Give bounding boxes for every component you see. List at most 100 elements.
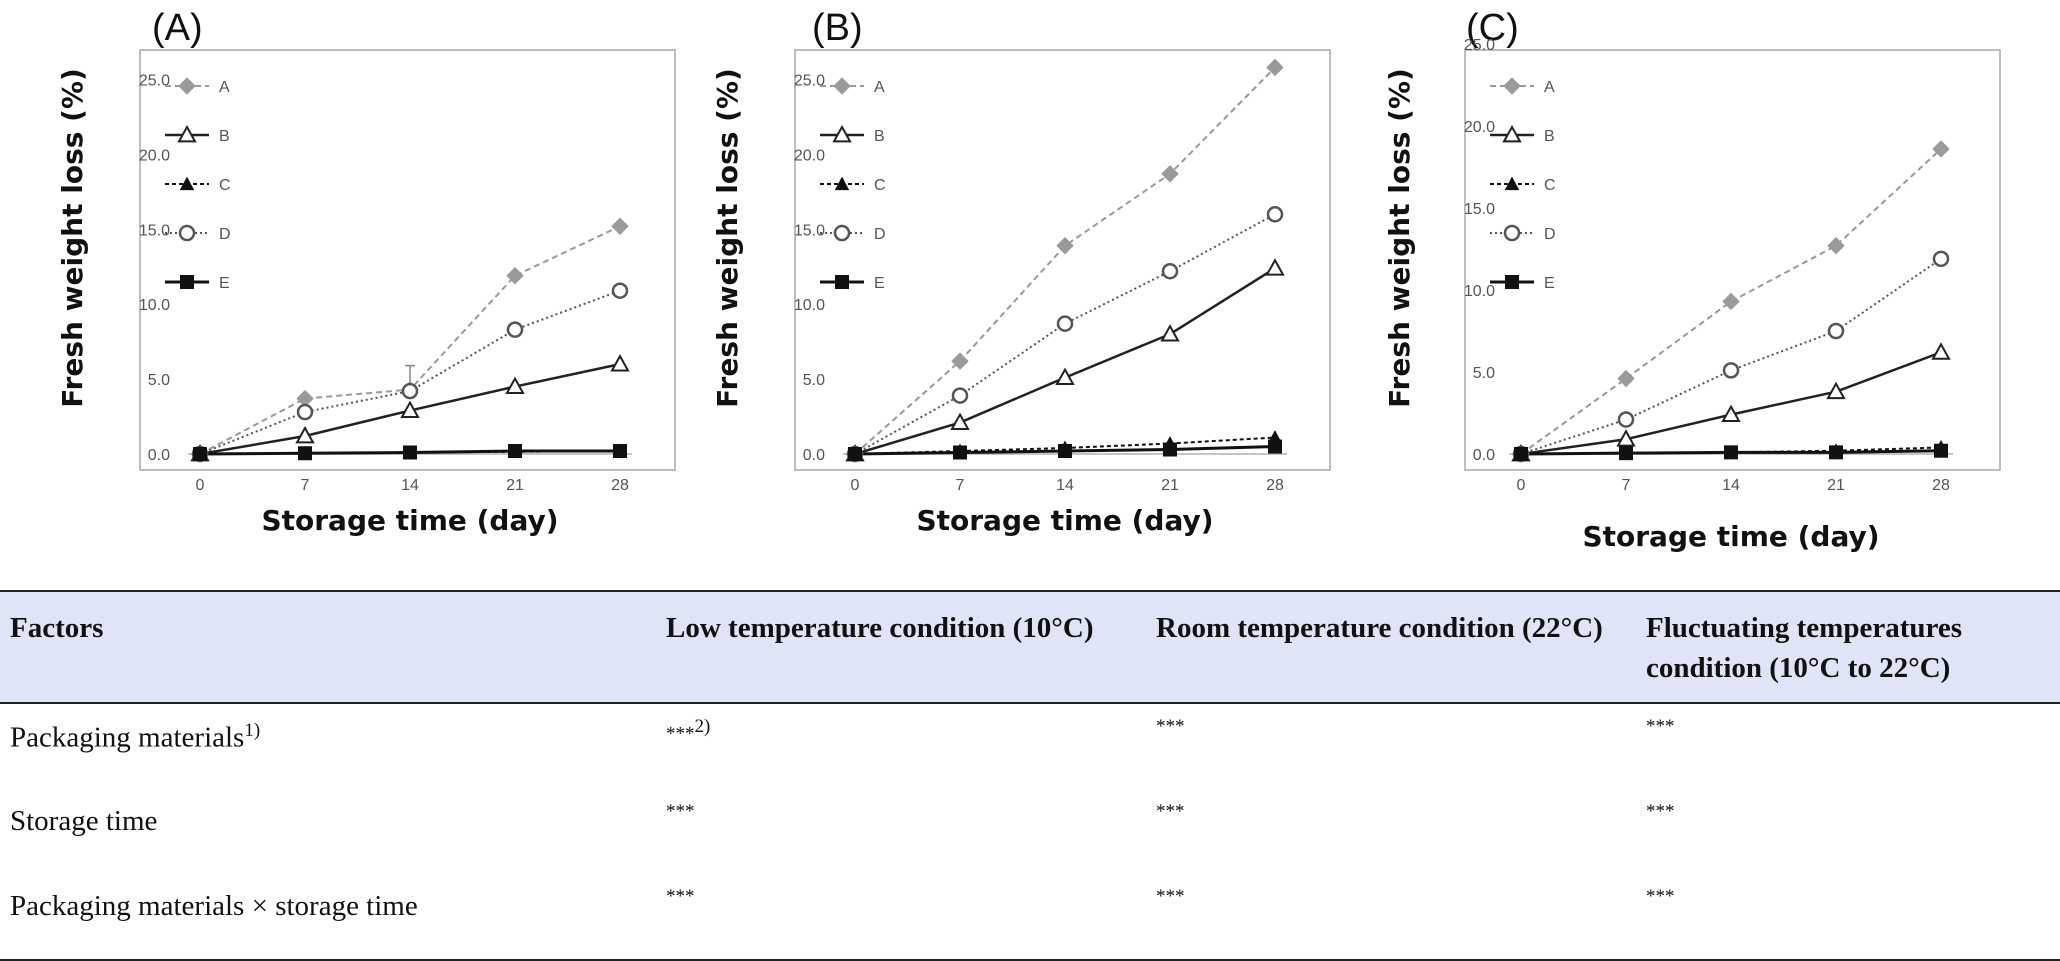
legend-marker-A — [1503, 77, 1521, 95]
data-point-B — [400, 400, 420, 418]
x-tick-label: 28 — [1932, 477, 1950, 494]
legend-label: B — [219, 128, 230, 145]
x-tick-label: 21 — [1161, 477, 1179, 494]
legend-label: C — [874, 177, 886, 194]
data-point-B — [610, 354, 630, 372]
data-point-A — [951, 352, 969, 370]
data-point-E — [1058, 444, 1072, 459]
data-point-B — [505, 376, 525, 394]
factor-cell: Storage time — [10, 805, 158, 837]
plot-frame — [139, 49, 676, 471]
data-point-B — [1721, 404, 1741, 423]
legend-label: D — [874, 226, 886, 243]
data-point-D — [1056, 315, 1074, 332]
y-tick-label: 20.0 — [139, 147, 170, 164]
legend-label: A — [874, 79, 885, 96]
y-tick-label: 0.0 — [803, 447, 825, 464]
x-tick-label: 21 — [506, 477, 524, 494]
legend-marker-D — [178, 224, 196, 242]
data-point-B — [1826, 381, 1846, 400]
x-tick-label: 14 — [1722, 477, 1740, 494]
footnote-marker: 1) — [244, 720, 261, 741]
y-tick-label: 10.0 — [794, 297, 825, 314]
y-tick-label: 0.0 — [148, 447, 170, 464]
x-tick-label: 21 — [1827, 477, 1845, 494]
data-point-B — [1616, 429, 1636, 447]
panel-label: (A) — [152, 7, 203, 49]
y-tick-label: 5.0 — [803, 372, 825, 389]
chart-panel: (A) 0.0 5.0 10.0 15.0 20.0 25.0 0 7 14 21 28 Storage… — [56, 7, 676, 537]
legend-label: E — [1544, 275, 1555, 292]
data-point-E — [953, 445, 967, 460]
legend-marker-E — [1505, 275, 1519, 289]
legend-marker-D — [833, 224, 851, 242]
data-point-D — [1161, 262, 1179, 280]
legend-label: B — [874, 128, 885, 145]
footnote-marker: 2) — [694, 716, 711, 737]
data-point-D — [1827, 322, 1845, 340]
x-axis-label: Storage time (day) — [261, 504, 558, 537]
y-tick-label: 15.0 — [794, 222, 825, 239]
factor-label: Packaging materials — [10, 721, 245, 754]
data-point-E — [1934, 443, 1948, 458]
legend-marker-A — [833, 77, 851, 95]
plot-frame — [794, 49, 1331, 471]
data-point-D — [1932, 250, 1950, 268]
series-line-D — [854, 213, 1276, 455]
data-point-E — [1724, 445, 1738, 460]
header-factors: Factors — [10, 612, 104, 644]
y-tick-label: 10.0 — [139, 297, 170, 314]
significance-cell: *** — [1646, 716, 1675, 737]
legend-label: E — [874, 275, 885, 292]
data-point-E — [848, 447, 862, 461]
significance-cell: *** — [666, 801, 695, 822]
table-row: Storage time *** *** *** — [0, 789, 2060, 874]
y-tick-label: 25.0 — [1464, 37, 1495, 54]
data-point-E — [298, 446, 312, 461]
data-point-A — [1056, 237, 1074, 255]
legend-marker-C — [834, 176, 850, 191]
header-low-temp: Low temperature condition (10°C) — [666, 612, 1094, 644]
data-point-D — [1266, 206, 1284, 223]
chart-panel: (B) 0.0 5.0 10.0 15.0 20.0 25.0 0 7 14 21 28 Storage… — [711, 7, 1331, 537]
x-tick-label: 0 — [196, 477, 205, 494]
legend-marker-B — [177, 124, 197, 143]
y-axis-label: Fresh weight loss (%) — [56, 68, 89, 408]
series-line-A — [199, 225, 621, 455]
data-point-A — [1161, 165, 1179, 183]
charts-svg: (A) 0.0 5.0 10.0 15.0 20.0 25.0 0 7 14 21 28 Storage… — [56, 7, 2001, 553]
legend-label: E — [219, 275, 230, 292]
data-point-B — [295, 425, 315, 444]
panel-label: (C) — [1466, 7, 1519, 49]
data-point-E — [403, 445, 417, 460]
data-point-A — [611, 217, 629, 235]
chart-panel: (C) 0.0 5.0 10.0 15.0 20.0 25.0 0 7 14 21 28 Storage… — [1383, 7, 2001, 553]
data-point-D — [506, 321, 524, 338]
significance-value: *** — [666, 723, 695, 745]
data-point-E — [1163, 442, 1177, 457]
legend-marker-E — [835, 275, 849, 289]
data-point-A — [506, 267, 524, 285]
data-point-A — [1827, 237, 1845, 255]
data-point-D — [296, 403, 314, 421]
data-point-E — [1514, 447, 1528, 461]
anova-table: Factors Low temperature condition (10°C)… — [0, 590, 2060, 961]
data-point-A — [1932, 140, 1950, 158]
data-point-D — [1617, 411, 1635, 428]
y-axis-label: Fresh weight loss (%) — [711, 68, 744, 408]
data-point-B — [1055, 367, 1075, 385]
significance-cell: *** — [1156, 801, 1185, 822]
data-point-E — [193, 447, 207, 461]
x-tick-label: 14 — [401, 477, 419, 494]
legend-label: A — [219, 79, 230, 96]
anova-table-wrap: Factors Low temperature condition (10°C)… — [0, 590, 2060, 961]
y-tick-label: 15.0 — [139, 222, 170, 239]
table-row: Packaging materials × storage time *** *… — [0, 874, 2060, 961]
data-point-D — [611, 282, 629, 299]
significance-cell: *** — [1146, 874, 1636, 961]
legend-marker-B — [832, 124, 852, 143]
x-tick-label: 14 — [1056, 477, 1074, 494]
significance-cell: *** — [1646, 801, 1675, 822]
x-axis-label: Storage time (day) — [916, 504, 1213, 537]
y-tick-label: 5.0 — [148, 372, 170, 389]
